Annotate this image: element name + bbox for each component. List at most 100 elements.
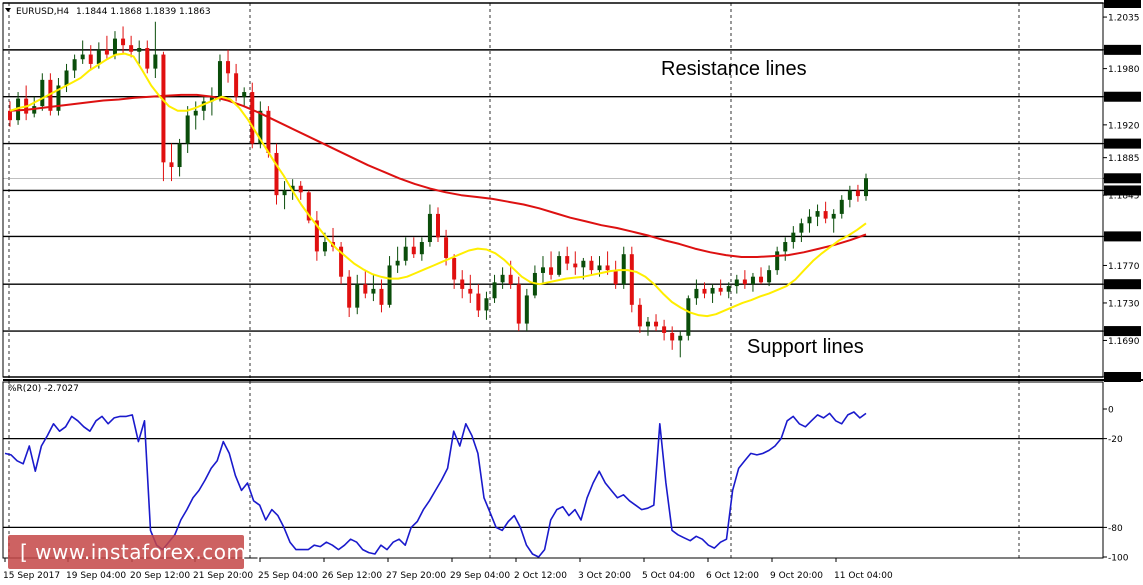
candle-bullish: [726, 286, 731, 292]
candle-bearish: [629, 254, 634, 305]
candle-bearish: [298, 185, 303, 193]
price-label-box: [1104, 91, 1141, 102]
candle-bearish: [613, 270, 618, 285]
time-label: 3 Oct 20:00: [578, 571, 631, 581]
time-label: 6 Oct 12:00: [706, 571, 759, 581]
candle-bearish: [702, 288, 707, 294]
time-label: 25 Sep 04:00: [258, 571, 318, 581]
candle-bearish: [379, 288, 384, 305]
candle-bearish: [670, 332, 675, 341]
price-label: 1.1770: [1108, 262, 1140, 272]
candle-bearish: [274, 152, 279, 196]
candle-bullish: [137, 47, 142, 52]
candle-bearish: [104, 49, 109, 55]
candle-bullish: [807, 216, 812, 224]
candle-bullish: [678, 335, 683, 341]
candle-bearish: [476, 293, 481, 311]
candle-bearish: [314, 220, 319, 252]
price-label: 1.1885: [1108, 154, 1140, 164]
candle-bullish: [56, 85, 61, 111]
moving-averages: [9, 52, 867, 318]
time-label: 20 Sep 12:00: [130, 571, 190, 581]
candle-bullish: [185, 115, 190, 144]
candle-bullish: [72, 59, 77, 71]
header-dropdown-icon[interactable]: [5, 8, 11, 12]
candle-bullish: [767, 270, 772, 283]
candle-bearish: [452, 257, 457, 280]
resistance-annotation: Resistance lines: [661, 58, 807, 80]
candle-bullish: [831, 213, 836, 219]
candle-bullish: [783, 242, 788, 252]
time-label: 19 Sep 04:00: [66, 571, 126, 581]
candle-bullish: [112, 38, 117, 55]
candle-bearish: [718, 287, 723, 292]
candle-bearish: [589, 260, 594, 271]
oscillator-label: -20: [1108, 435, 1123, 445]
vertical-gridlines: [8, 3, 1020, 558]
candle-bullish: [371, 288, 376, 294]
candle-bearish: [516, 284, 521, 324]
price-label: 1.1980: [1108, 65, 1140, 75]
candle-bearish: [855, 190, 860, 197]
candle-bearish: [444, 237, 449, 258]
price-label: 1.1863: [1108, 175, 1140, 185]
candle-bullish: [581, 260, 586, 268]
candle-bullish: [799, 223, 804, 233]
williams-r-oscillator: [3, 411, 1103, 558]
oscillator-title: %R(20) -2.7027: [8, 384, 79, 394]
candle-bullish: [500, 274, 505, 283]
candle-bearish: [161, 54, 166, 163]
candle-bullish: [686, 298, 691, 336]
support-resistance-lines: [3, 2, 1103, 378]
candle-bearish: [145, 47, 150, 69]
price-label: 1.1950: [1108, 93, 1140, 103]
oscillator-label: -80: [1108, 524, 1123, 534]
candle-bearish: [468, 288, 473, 294]
candle-bullish: [557, 256, 562, 275]
time-label: 5 Oct 04:00: [642, 571, 695, 581]
symbol-label: EURUSD,H4: [16, 7, 69, 17]
candle-bearish: [121, 38, 126, 46]
candle-bearish: [637, 304, 642, 327]
candle-bullish: [597, 265, 602, 271]
oscillator-line: [4, 411, 867, 558]
support-annotation: Support lines: [747, 336, 864, 358]
candle-bearish: [436, 213, 440, 238]
time-label: 21 Sep 20:00: [193, 571, 253, 581]
candle-bearish: [411, 246, 416, 255]
time-label: 11 Oct 04:00: [834, 571, 893, 581]
time-labels: 15 Sep 2017 19 Sep 04:00 20 Sep 12:00 21 Se…: [3, 558, 893, 581]
candle-bearish: [742, 279, 747, 285]
candle-bearish: [48, 79, 53, 111]
time-label: 2 Oct 12:00: [514, 571, 567, 581]
oscillator-label: 0: [1108, 406, 1114, 416]
price-label-box: [1104, 185, 1141, 196]
candle-bearish: [339, 246, 344, 277]
time-label: 29 Sep 04:00: [450, 571, 510, 581]
candle-bearish: [250, 92, 255, 144]
candle-bullish: [492, 282, 497, 299]
candle-bearish: [306, 192, 311, 221]
candle-bearish: [662, 326, 667, 333]
candle-bullish: [80, 54, 85, 60]
ohlc-values: 1.1844 1.1868 1.1839 1.1863: [76, 7, 211, 17]
price-label: 1.2035: [1108, 14, 1140, 24]
candle-bearish: [363, 284, 368, 294]
price-label-box: [1104, 231, 1141, 242]
price-label-box: [1104, 372, 1141, 382]
moving-average-fast: [9, 52, 867, 318]
candle-bearish: [605, 265, 610, 271]
candle-bullish: [209, 96, 214, 102]
candle-bearish: [8, 110, 12, 121]
price-label-box: [1104, 279, 1141, 290]
price-label-box: [1104, 0, 1141, 8]
watermark-text: [ www.instaforex.com ]: [20, 540, 262, 564]
price-label: 1.2000: [1108, 46, 1140, 56]
price-label: 1.1801: [1108, 233, 1140, 243]
price-label: 1.1700: [1108, 328, 1140, 338]
candle-bullish: [242, 92, 247, 97]
candle-bullish: [710, 287, 715, 294]
candle-bearish: [654, 321, 659, 327]
price-label: 1.1920: [1108, 121, 1140, 131]
time-label: 15 Sep 2017: [3, 571, 60, 581]
